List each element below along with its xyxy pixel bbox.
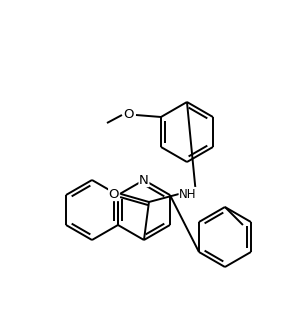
Text: O: O: [109, 188, 119, 200]
Text: O: O: [124, 109, 134, 121]
Text: NH: NH: [179, 188, 197, 200]
Text: N: N: [139, 174, 149, 187]
